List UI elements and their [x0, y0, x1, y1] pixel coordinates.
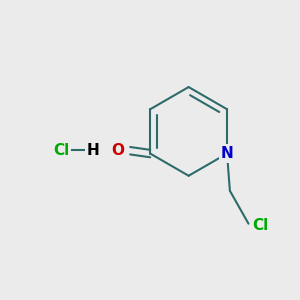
Text: O: O [111, 143, 124, 158]
Text: H: H [86, 142, 99, 158]
Text: Cl: Cl [53, 142, 69, 158]
Text: N: N [221, 146, 233, 161]
Text: Cl: Cl [252, 218, 268, 232]
